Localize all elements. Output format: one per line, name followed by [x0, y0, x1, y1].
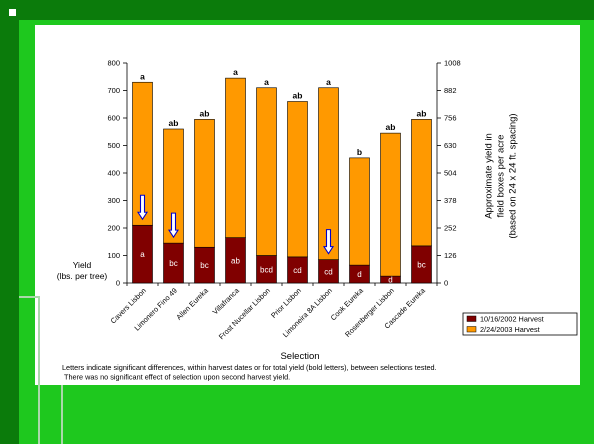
bar-segment-series-2: [225, 77, 246, 238]
slide-frame-left: [0, 0, 19, 444]
footnote-line-2: There was no significant effect of selec…: [64, 373, 290, 382]
y-axis-title-line-1: Yield: [73, 260, 92, 270]
harvest-1-significance-letter: a: [140, 250, 145, 259]
harvest-1-significance-letter: d: [388, 276, 392, 285]
y2-tick-label: 378: [444, 196, 457, 205]
total-yield-significance-letter: a: [140, 71, 145, 81]
bar-segment-series-2: [256, 87, 277, 256]
decorative-line: [38, 296, 40, 444]
legend-label-2002-harvest: 10/16/2002 Harvest: [480, 315, 544, 324]
y2-tick-label: 0: [444, 279, 448, 288]
harvest-1-significance-letter: ab: [231, 256, 240, 265]
total-yield-significance-letter: ab: [169, 118, 179, 128]
y-tick-label: 600: [107, 114, 120, 123]
y2-axis-title-line-3: (based on 24 x 24 ft. spacing): [508, 113, 519, 238]
bar-segment-series-2: [163, 128, 184, 244]
legend-swatch-2003-harvest: [466, 326, 477, 333]
slide-frame-top: [0, 0, 594, 20]
legend-swatch-2002-harvest: [466, 315, 477, 322]
y-tick-label: 500: [107, 141, 120, 150]
y2-tick-label: 504: [444, 169, 457, 178]
bar-segment-series-2: [194, 119, 215, 248]
legend-label-2003-harvest: 2/24/2003 Harvest: [480, 325, 540, 334]
harvest-1-significance-letter: d: [357, 270, 361, 279]
y-tick-label: 700: [107, 86, 120, 95]
total-yield-significance-letter: ab: [200, 108, 210, 118]
y-tick-label: 400: [107, 169, 120, 178]
down-arrow-icon: [167, 212, 180, 239]
bar-segment-series-2: [318, 87, 339, 260]
y-tick-label: 800: [107, 59, 120, 68]
category-label: Allen Eureka: [174, 285, 210, 321]
decorative-line: [19, 296, 40, 298]
y-tick-label: 0: [116, 279, 120, 288]
category-label: Villafranca: [211, 285, 242, 316]
y2-tick-label: 1008: [444, 59, 461, 68]
bar-segment-series-2: [380, 132, 401, 277]
decorative-line: [61, 385, 63, 444]
total-yield-significance-letter: ab: [417, 108, 427, 118]
y-tick-label: 300: [107, 196, 120, 205]
harvest-1-significance-letter: cd: [324, 267, 332, 276]
y2-axis-title-line-1: Approximate yield in: [484, 133, 495, 219]
x-axis-title: Selection: [280, 351, 319, 362]
y-axis-title-line-2: (lbs. per tree): [57, 271, 108, 281]
total-yield-significance-letter: b: [357, 147, 362, 157]
y-tick-label: 100: [107, 251, 120, 260]
harvest-1-significance-letter: bc: [417, 260, 425, 269]
total-yield-significance-letter: ab: [293, 91, 303, 101]
bar-segment-series-2: [411, 119, 432, 247]
y2-tick-label: 126: [444, 251, 457, 260]
bar-segment-series-2: [349, 157, 370, 266]
corner-square-marker: [9, 9, 16, 16]
bar-segment-series-2: [132, 81, 153, 226]
legend-box: [462, 312, 578, 336]
axes: 0 100 200 300 400 500 600 700 800 0 126 252 378 504 63…: [107, 59, 460, 288]
legend: 10/16/2002 Harvest 2/24/2003 Harvest: [462, 312, 578, 336]
footnote-line-1: Letters indicate significant differences…: [62, 363, 437, 372]
y2-axis-title-line-2: field boxes per acre: [496, 135, 507, 218]
harvest-1-significance-letter: cd: [293, 266, 301, 275]
arrow-markers: [136, 194, 335, 255]
harvest-1-significance-letter: bc: [169, 259, 177, 268]
y-tick-label: 200: [107, 224, 120, 233]
bar-segment-series-2: [287, 101, 308, 258]
y2-tick-label: 882: [444, 86, 457, 95]
total-yield-significance-letter: a: [233, 67, 238, 77]
y2-tick-label: 252: [444, 224, 457, 233]
harvest-1-significance-letter: bc: [200, 261, 208, 270]
harvest-1-significance-letter: bcd: [260, 265, 273, 274]
y2-tick-label: 630: [444, 141, 457, 150]
total-yield-significance-letter: a: [326, 77, 331, 87]
y2-tick-label: 756: [444, 114, 457, 123]
total-yield-significance-letter: a: [264, 77, 269, 87]
bars: [132, 77, 432, 284]
total-yield-significance-letter: ab: [386, 122, 396, 132]
down-arrow-icon: [136, 194, 149, 221]
down-arrow-icon: [322, 229, 335, 255]
